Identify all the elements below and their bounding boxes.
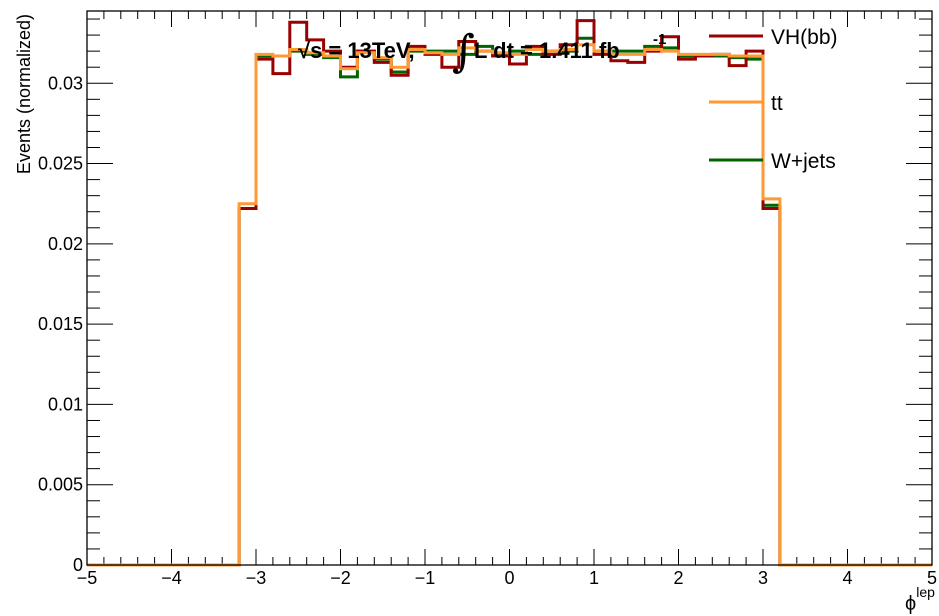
x-tick-label: −5 bbox=[77, 568, 98, 588]
series-tt-line bbox=[87, 43, 932, 567]
x-tick-label: 3 bbox=[758, 568, 768, 588]
plot-frame bbox=[86, 10, 933, 566]
x-tick-label: −3 bbox=[246, 568, 267, 588]
x-axis-title: ϕlep bbox=[905, 584, 935, 615]
y-axis-title: Events (normalized) bbox=[14, 14, 34, 174]
legend-label-tt: tt bbox=[771, 92, 783, 115]
x-tick-label: 5 bbox=[927, 568, 937, 588]
y-tick-label: 0 bbox=[73, 555, 83, 575]
y-tick-label: 0.03 bbox=[48, 73, 83, 93]
series-w-jets-line bbox=[87, 36, 932, 567]
legend: VH(bb) tt W+jets bbox=[709, 26, 838, 173]
x-tick-label: −1 bbox=[415, 568, 436, 588]
y-tick-label: 0.005 bbox=[38, 475, 83, 495]
series-group bbox=[87, 19, 932, 567]
x-tick-label: −4 bbox=[161, 568, 182, 588]
energy-label: √s = 13TeV, bbox=[298, 38, 415, 63]
x-tick-label: −2 bbox=[330, 568, 351, 588]
x-axis-superscript: lep bbox=[916, 584, 935, 600]
x-tick-label: 1 bbox=[589, 568, 599, 588]
series-vh-bb-line bbox=[87, 19, 932, 567]
luminosity-label: L dt = 1.411 fb bbox=[474, 38, 620, 63]
legend-label-vh-bb: VH(bb) bbox=[771, 26, 838, 49]
x-tick-label: 2 bbox=[673, 568, 683, 588]
x-tick-label: 4 bbox=[842, 568, 852, 588]
integral-sign: ∫ bbox=[452, 26, 475, 77]
x-tick-label: 0 bbox=[504, 568, 514, 588]
x-axis-symbol: ϕ bbox=[905, 593, 916, 615]
legend-label-w-jets: W+jets bbox=[771, 150, 836, 173]
y-tick-label: 0.015 bbox=[38, 314, 83, 334]
y-tick-label: 0.02 bbox=[48, 234, 83, 254]
tick-labels: −5 −4 −3 −2 −1 0 1 2 3 4 5 0 0.005 0.01 0.015 0.02 0.025… bbox=[38, 73, 937, 588]
luminosity-superscript: -1 bbox=[653, 31, 666, 48]
y-tick-label: 0.025 bbox=[38, 154, 83, 174]
y-tick-label: 0.01 bbox=[48, 394, 83, 414]
luminosity-annotation: √s = 13TeV, ∫ L dt = 1.411 fb -1 bbox=[298, 26, 666, 77]
